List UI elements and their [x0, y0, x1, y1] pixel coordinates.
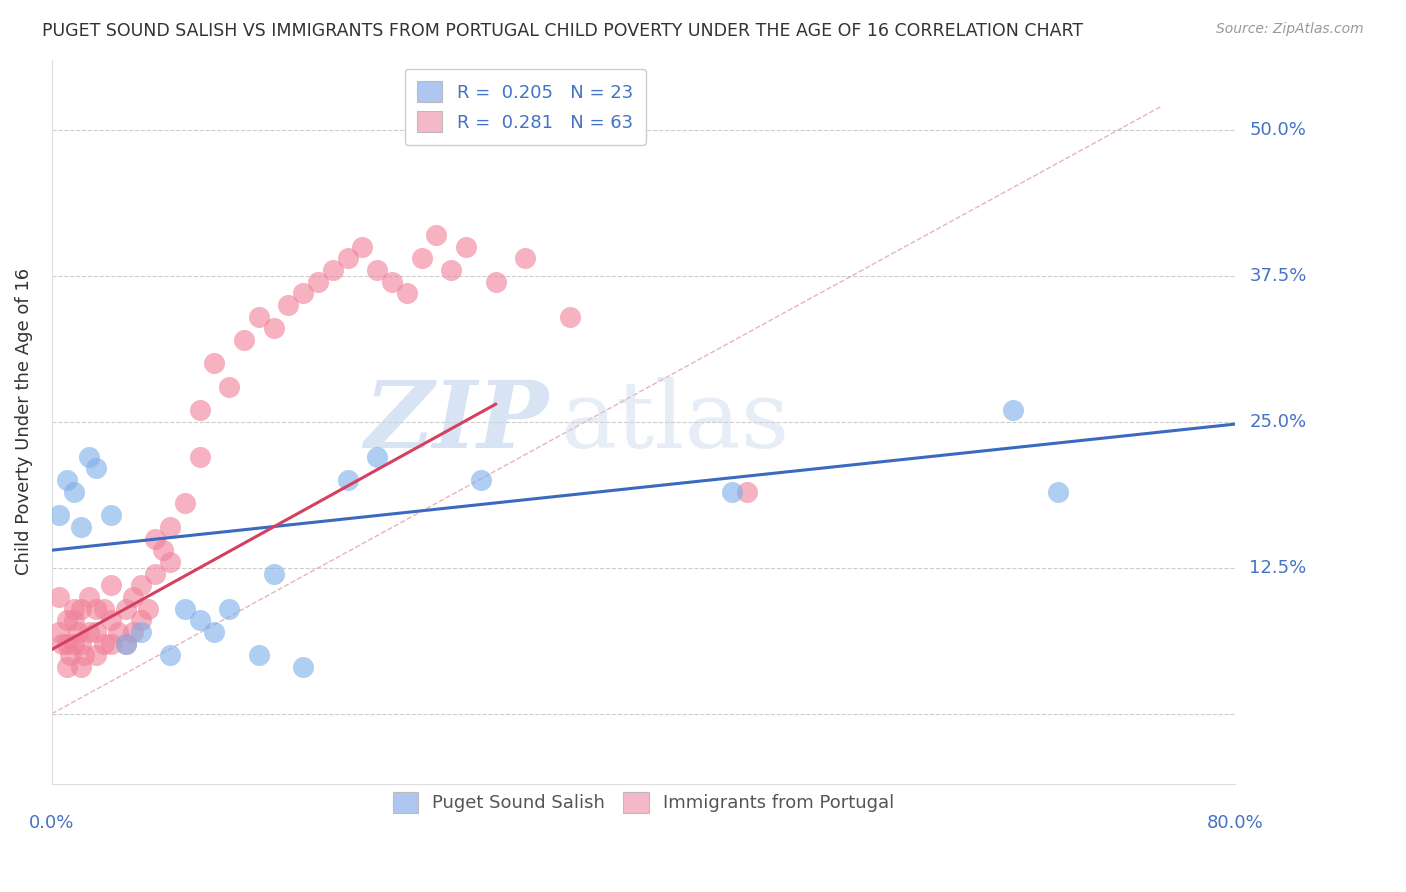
- Point: [93, 601, 115, 615]
- Point: [136, 601, 159, 615]
- Point: [366, 450, 388, 464]
- Point: [84, 648, 107, 663]
- Point: [735, 484, 758, 499]
- Point: [159, 520, 181, 534]
- Point: [174, 496, 197, 510]
- Point: [100, 578, 122, 592]
- Point: [174, 601, 197, 615]
- Point: [129, 578, 152, 592]
- Point: [114, 637, 136, 651]
- Point: [48, 625, 70, 640]
- Point: [188, 613, 211, 627]
- Point: [63, 484, 86, 499]
- Point: [143, 532, 166, 546]
- Point: [55, 637, 77, 651]
- Point: [100, 613, 122, 627]
- Point: [100, 508, 122, 523]
- Point: [263, 321, 285, 335]
- Text: 12.5%: 12.5%: [1250, 558, 1306, 577]
- Point: [411, 251, 433, 265]
- Point: [322, 263, 344, 277]
- Point: [484, 275, 506, 289]
- Point: [55, 613, 77, 627]
- Point: [247, 648, 270, 663]
- Point: [381, 275, 404, 289]
- Point: [188, 403, 211, 417]
- Point: [352, 239, 374, 253]
- Point: [77, 450, 100, 464]
- Point: [77, 625, 100, 640]
- Text: 0.0%: 0.0%: [30, 814, 75, 832]
- Point: [233, 333, 256, 347]
- Text: 37.5%: 37.5%: [1250, 267, 1306, 285]
- Point: [515, 251, 537, 265]
- Point: [84, 625, 107, 640]
- Point: [395, 286, 418, 301]
- Point: [114, 637, 136, 651]
- Point: [48, 508, 70, 523]
- Point: [143, 566, 166, 581]
- Point: [292, 660, 315, 674]
- Point: [107, 625, 129, 640]
- Point: [122, 625, 145, 640]
- Point: [204, 356, 226, 370]
- Point: [63, 613, 86, 627]
- Point: [721, 484, 744, 499]
- Y-axis label: Child Poverty Under the Age of 16: Child Poverty Under the Age of 16: [15, 268, 32, 575]
- Text: Source: ZipAtlas.com: Source: ZipAtlas.com: [1216, 22, 1364, 37]
- Point: [63, 637, 86, 651]
- Point: [292, 286, 315, 301]
- Text: PUGET SOUND SALISH VS IMMIGRANTS FROM PORTUGAL CHILD POVERTY UNDER THE AGE OF 16: PUGET SOUND SALISH VS IMMIGRANTS FROM PO…: [42, 22, 1083, 40]
- Point: [93, 637, 115, 651]
- Point: [70, 601, 93, 615]
- Point: [55, 473, 77, 487]
- Text: 80.0%: 80.0%: [1206, 814, 1264, 832]
- Point: [70, 660, 93, 674]
- Point: [366, 263, 388, 277]
- Point: [218, 601, 240, 615]
- Point: [247, 310, 270, 324]
- Text: atlas: atlas: [561, 376, 790, 467]
- Text: 50.0%: 50.0%: [1250, 120, 1306, 138]
- Point: [440, 263, 463, 277]
- Point: [152, 543, 174, 558]
- Point: [55, 660, 77, 674]
- Point: [336, 251, 359, 265]
- Point: [307, 275, 329, 289]
- Point: [558, 310, 581, 324]
- Point: [70, 520, 93, 534]
- Point: [58, 648, 80, 663]
- Point: [67, 625, 90, 640]
- Point: [73, 648, 96, 663]
- Point: [188, 450, 211, 464]
- Point: [454, 239, 477, 253]
- Point: [204, 625, 226, 640]
- Legend: Puget Sound Salish, Immigrants from Portugal: Puget Sound Salish, Immigrants from Port…: [380, 780, 907, 825]
- Point: [84, 601, 107, 615]
- Point: [277, 298, 299, 312]
- Point: [470, 473, 492, 487]
- Point: [129, 613, 152, 627]
- Point: [51, 637, 73, 651]
- Point: [70, 637, 93, 651]
- Text: 25.0%: 25.0%: [1250, 413, 1306, 431]
- Point: [336, 473, 359, 487]
- Point: [77, 590, 100, 604]
- Point: [218, 379, 240, 393]
- Point: [114, 601, 136, 615]
- Point: [100, 637, 122, 651]
- Point: [1002, 403, 1025, 417]
- Point: [263, 566, 285, 581]
- Point: [159, 648, 181, 663]
- Point: [159, 555, 181, 569]
- Point: [122, 590, 145, 604]
- Point: [1046, 484, 1069, 499]
- Point: [425, 227, 447, 242]
- Point: [63, 601, 86, 615]
- Point: [129, 625, 152, 640]
- Point: [84, 461, 107, 475]
- Point: [48, 590, 70, 604]
- Text: ZIP: ZIP: [364, 376, 548, 467]
